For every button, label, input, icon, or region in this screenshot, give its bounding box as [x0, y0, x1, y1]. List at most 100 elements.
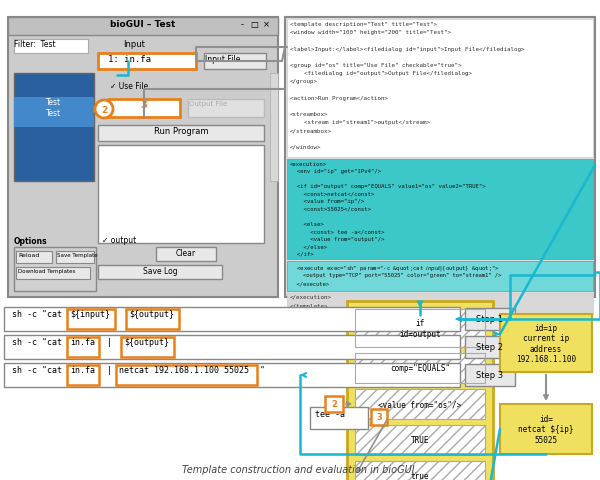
- Text: Options: Options: [14, 237, 47, 245]
- Text: Step 2: Step 2: [476, 343, 503, 352]
- Text: in.fa: in.fa: [70, 337, 95, 346]
- Text: <value from="os"/>: <value from="os"/>: [379, 400, 461, 408]
- Bar: [355, 461, 485, 480]
- Bar: [355, 389, 485, 419]
- Bar: [285, 18, 595, 298]
- Text: <execute exec="sh" param="-c &quot;cat ${input} | ${output} &quot;">: <execute exec="sh" param="-c &quot;cat $…: [290, 264, 500, 273]
- Bar: [126, 309, 179, 329]
- Bar: [67, 365, 99, 385]
- Text: id=ip
current ip
address
192.168.1.100: id=ip current ip address 192.168.1.100: [516, 323, 576, 363]
- Text: Save Template: Save Template: [57, 252, 98, 257]
- Bar: [98, 265, 222, 279]
- Bar: [465, 364, 515, 386]
- Bar: [500, 314, 592, 372]
- Text: <action>Run Program</action>: <action>Run Program</action>: [290, 96, 388, 101]
- Bar: [4, 307, 460, 331]
- Text: 3: 3: [140, 100, 148, 110]
- Bar: [56, 252, 94, 264]
- Text: <value from="ip"/>: <value from="ip"/>: [290, 199, 364, 204]
- Text: <output type="TCP" port="55025" color="green" to="stream1" />: <output type="TCP" port="55025" color="g…: [290, 273, 501, 277]
- Text: □: □: [250, 20, 258, 29]
- Text: Input: Input: [123, 40, 145, 49]
- Text: ": ": [260, 365, 265, 374]
- Bar: [4, 336, 460, 359]
- Bar: [355, 309, 485, 347]
- Text: tee -a: tee -a: [315, 409, 345, 418]
- Bar: [270, 74, 278, 181]
- Text: true: true: [411, 471, 429, 480]
- Text: Filter:  Test: Filter: Test: [14, 40, 56, 49]
- Bar: [310, 407, 368, 429]
- Text: Reload: Reload: [18, 252, 40, 257]
- Text: 2: 2: [331, 400, 337, 408]
- Text: 2: 2: [101, 106, 107, 115]
- Bar: [67, 309, 115, 329]
- Text: TRUE: TRUE: [411, 435, 429, 444]
- Bar: [98, 126, 264, 142]
- Text: <env id="ip" get="IPv4"/>: <env id="ip" get="IPv4"/>: [290, 169, 381, 174]
- Text: |: |: [102, 337, 122, 346]
- Bar: [355, 353, 485, 383]
- Text: in.fa: in.fa: [70, 365, 95, 374]
- Text: ${input}: ${input}: [70, 309, 110, 318]
- Bar: [14, 40, 88, 54]
- Text: <label>Input:</label><filedialog id="input">Input File</filedialog>: <label>Input:</label><filedialog id="inp…: [290, 47, 524, 51]
- Bar: [16, 252, 52, 264]
- Text: Step 3: Step 3: [476, 371, 503, 380]
- Bar: [98, 54, 196, 70]
- Text: <stream id="stream1">output</stream>: <stream id="stream1">output</stream>: [290, 120, 430, 125]
- Bar: [287, 160, 593, 260]
- Bar: [355, 461, 485, 480]
- Text: id=
netcat ${ip}
55025: id= netcat ${ip} 55025: [518, 414, 574, 444]
- Text: <if id="output" comp="EQUALS" value1="os" value2="TRUE">: <if id="output" comp="EQUALS" value1="os…: [290, 184, 486, 189]
- Text: sh -c "cat: sh -c "cat: [12, 365, 67, 374]
- Text: </if>: </if>: [290, 252, 314, 256]
- Text: bioGUI – Test: bioGUI – Test: [110, 20, 176, 29]
- Text: if
id=output: if id=output: [399, 319, 441, 338]
- Text: <execution>: <execution>: [290, 162, 327, 167]
- Text: <window width="100" height="200" title="Test">: <window width="100" height="200" title="…: [290, 30, 451, 35]
- Circle shape: [95, 101, 113, 119]
- Text: ✓ output: ✓ output: [102, 236, 136, 244]
- Text: <filedialog id="output">Output File</filedialog>: <filedialog id="output">Output File</fil…: [290, 71, 472, 76]
- Text: comp="EQUALS": comp="EQUALS": [390, 364, 450, 373]
- Text: 1: in.fa: 1: in.fa: [108, 55, 151, 64]
- Bar: [355, 309, 485, 347]
- Text: </window>: </window>: [290, 144, 322, 150]
- Text: Step 1: Step 1: [476, 315, 503, 324]
- Bar: [67, 337, 99, 357]
- Bar: [8, 18, 278, 298]
- Text: Clear: Clear: [176, 249, 196, 257]
- Text: <const>55025</const>: <const>55025</const>: [290, 206, 371, 212]
- Text: -: -: [241, 20, 244, 29]
- Text: Save Log: Save Log: [143, 266, 178, 276]
- Text: <streambox>: <streambox>: [290, 112, 329, 117]
- Bar: [347, 301, 493, 480]
- Bar: [287, 20, 593, 157]
- Text: </else>: </else>: [290, 244, 327, 249]
- Bar: [16, 267, 90, 279]
- Text: ✓ Use File: ✓ Use File: [110, 82, 148, 91]
- Bar: [500, 404, 592, 454]
- Text: netcat 192.168.1.100 55025: netcat 192.168.1.100 55025: [119, 365, 249, 374]
- Bar: [355, 353, 485, 383]
- Bar: [14, 98, 94, 128]
- Text: ${output}: ${output}: [129, 309, 174, 318]
- Text: sh -c "cat: sh -c "cat: [12, 337, 67, 346]
- Text: <else>: <else>: [290, 222, 324, 227]
- Text: ${output}: ${output}: [124, 337, 169, 346]
- Bar: [355, 425, 485, 455]
- Bar: [4, 363, 460, 387]
- Text: |: |: [102, 365, 117, 374]
- Text: ×: ×: [263, 20, 269, 29]
- Bar: [116, 365, 257, 385]
- Text: 3: 3: [376, 413, 382, 421]
- Text: </group>: </group>: [290, 79, 318, 84]
- Text: Download Templates: Download Templates: [18, 268, 76, 274]
- Bar: [98, 146, 264, 243]
- Bar: [14, 74, 94, 181]
- Bar: [355, 425, 485, 455]
- Text: <template description="Test" title="Test">: <template description="Test" title="Test…: [290, 22, 437, 27]
- Bar: [325, 396, 343, 412]
- Bar: [371, 409, 387, 425]
